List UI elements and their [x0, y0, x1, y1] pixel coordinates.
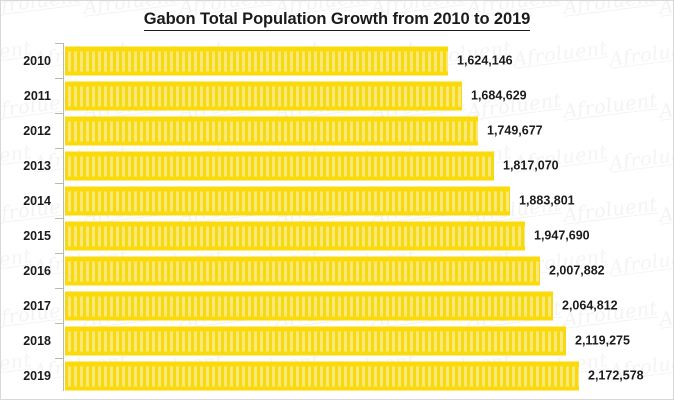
value-label-2014: 1,883,801 [519, 193, 575, 208]
bar-2017[interactable] [65, 291, 553, 320]
value-label-2013: 1,817,070 [503, 158, 559, 173]
bar-row: 2014 1,883,801 [1, 183, 673, 218]
bar-wrapper: 1,749,677 [65, 116, 543, 145]
bar-2014[interactable] [65, 186, 510, 215]
bar-wrapper: 2,007,882 [65, 256, 605, 285]
plot-area: 2010 1,624,146 2011 1,684,629 2012 1,749,677 2… [1, 43, 673, 391]
bar-row: 2018 2,119,275 [1, 323, 673, 358]
bar-2011[interactable] [65, 81, 462, 110]
bar-row: 2011 1,684,629 [1, 78, 673, 113]
category-label-2013: 2013 [23, 158, 51, 173]
value-label-2017: 2,064,812 [562, 298, 618, 313]
bar-wrapper: 1,624,146 [65, 46, 513, 75]
value-label-2016: 2,007,882 [549, 263, 605, 278]
value-label-2019: 2,172,578 [588, 368, 644, 383]
axis-tick [55, 358, 64, 360]
bar-row: 2010 1,624,146 [1, 43, 673, 78]
value-label-2018: 2,119,275 [575, 333, 630, 348]
bar-2019[interactable] [65, 361, 579, 390]
value-label-2011: 1,684,629 [471, 88, 527, 103]
axis-tick [55, 78, 64, 80]
bar-2018[interactable] [65, 326, 566, 355]
bar-2016[interactable] [65, 256, 540, 285]
axis-tick [55, 43, 64, 45]
bar-row: 2015 1,947,690 [1, 218, 673, 253]
category-label-2019: 2019 [23, 368, 51, 383]
bar-wrapper: 1,947,690 [65, 221, 590, 250]
category-label-2017: 2017 [23, 298, 51, 313]
bar-wrapper: 2,172,578 [65, 361, 644, 390]
chart-title: Gabon Total Population Growth from 2010 … [1, 10, 673, 31]
bar-wrapper: 2,119,275 [65, 326, 630, 355]
bar-wrapper: 1,883,801 [65, 186, 575, 215]
bar-row: 2017 2,064,812 [1, 288, 673, 323]
bar-wrapper: 1,684,629 [65, 81, 527, 110]
category-label-2018: 2018 [23, 333, 51, 348]
axis-tick [55, 253, 64, 255]
value-label-2012: 1,749,677 [487, 123, 543, 138]
axis-tick [55, 113, 64, 115]
bar-row: 2013 1,817,070 [1, 148, 673, 183]
category-label-2011: 2011 [23, 88, 51, 103]
axis-tick [55, 148, 64, 150]
category-label-2014: 2014 [23, 193, 51, 208]
category-label-2010: 2010 [23, 53, 51, 68]
bar-2010[interactable] [65, 46, 448, 75]
axis-tick [55, 323, 64, 325]
value-label-2010: 1,624,146 [457, 53, 513, 68]
bar-wrapper: 1,817,070 [65, 151, 559, 180]
axis-tick [55, 288, 64, 290]
category-label-2012: 2012 [23, 123, 51, 138]
category-label-2016: 2016 [23, 263, 51, 278]
bar-2015[interactable] [65, 221, 525, 250]
bar-row: 2012 1,749,677 [1, 113, 673, 148]
bar-wrapper: 2,064,812 [65, 291, 618, 320]
bar-2012[interactable] [65, 116, 478, 145]
chart-title-text: Gabon Total Population Growth from 2010 … [143, 10, 530, 31]
axis-tick [55, 218, 64, 220]
bar-row: 2016 2,007,882 [1, 253, 673, 288]
category-axis-line [63, 43, 65, 391]
bar-rows: 2010 1,624,146 2011 1,684,629 2012 1,749,677 2… [1, 43, 673, 391]
bar-2013[interactable] [65, 151, 494, 180]
value-label-2015: 1,947,690 [534, 228, 590, 243]
bar-row: 2019 2,172,578 [1, 358, 673, 393]
category-label-2015: 2015 [23, 228, 51, 243]
axis-tick [55, 183, 64, 185]
